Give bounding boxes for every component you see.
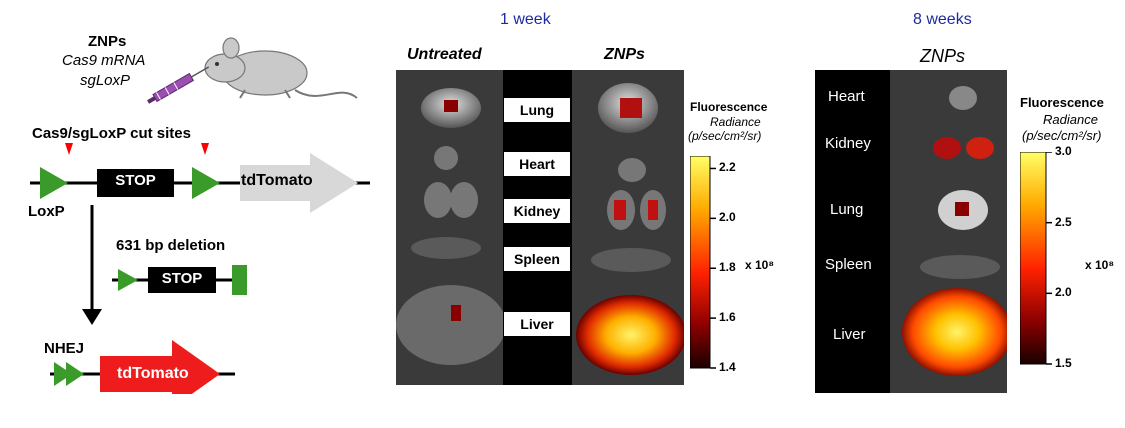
organ-label-kidney: Kidney (503, 198, 571, 224)
untreated-label: Untreated (407, 46, 482, 63)
cbar2-exponent: x 10⁸ (1085, 258, 1115, 272)
stop-label-2: STOP (161, 270, 203, 287)
cbar2-tick-label-3: 1.5 (1055, 356, 1072, 370)
cbar1-tick-label-4: 1.4 (719, 360, 736, 374)
stop-label-1: STOP (115, 172, 156, 189)
znps-label-week8: ZNPs (920, 46, 965, 66)
cbar2-svg (1020, 152, 1052, 365)
cut-site-arrow-2 (201, 143, 209, 155)
deletion-label: 631 bp deletion (116, 237, 226, 254)
cbar1-tick-label-2: 1.8 (719, 260, 736, 275)
tdtomato-red-arrow (100, 340, 220, 394)
w8-organ-spleen: Spleen (825, 256, 872, 273)
cut-sites-label: Cas9/sgLoxP cut sites (32, 125, 191, 142)
organ-label-lung: Lung (503, 97, 571, 123)
cbar1-exponent: x 10⁸ (745, 258, 775, 272)
week8-image-panel (815, 70, 1007, 393)
w8-organ-lung: Lung (830, 201, 864, 218)
tdtomato-red-label: tdTomato (117, 365, 189, 382)
cbar2-tick-label-0: 3.0 (1055, 144, 1072, 158)
nhej-construct (50, 340, 235, 394)
stop-box-1 (97, 169, 174, 197)
cbar2-tick-label-2: 2.0 (1055, 285, 1072, 300)
organ-label-heart: Heart (503, 151, 571, 177)
nhej-label: NHEJ (44, 340, 85, 357)
tdtomato-gray-label: tdTomato (241, 172, 313, 189)
loxp-triangle-2 (192, 167, 220, 199)
znps-label-week1: ZNPs (604, 46, 645, 63)
cbar2-tick-label-1: 2.5 (1055, 214, 1072, 229)
mouse-syringe-illustration (147, 37, 358, 104)
cbar2-title: Fluorescence (1020, 95, 1104, 110)
w8-organ-kidney: Kidney (825, 135, 871, 152)
znps-title: ZNPs (88, 33, 127, 50)
cbar1-unit1: Radiance (710, 115, 761, 129)
tdtomato-gray-arrow (240, 153, 358, 213)
cbar1-tick-label-1: 2.0 (719, 210, 736, 225)
deletion-branch (82, 205, 247, 325)
cbar2-unit2: (p/sec/cm²/sr) (1022, 128, 1102, 143)
cbar2-unit1: Radiance (1043, 112, 1098, 127)
w8-organ-liver: Liver (833, 326, 866, 343)
organ-label-liver: Liver (503, 311, 571, 337)
cbar1-unit2: (p/sec/cm²/sr) (688, 129, 762, 143)
week8-heading: 8 weeks (913, 11, 972, 28)
cut-site-arrow-1 (65, 143, 73, 155)
cbar1-tick-label-3: 1.6 (719, 310, 736, 325)
construct-diagram (30, 143, 370, 213)
cbar1-svg (690, 156, 716, 369)
week1-heading: 1 week (500, 11, 551, 28)
sgloxp-label: sgLoxP (80, 72, 131, 89)
cbar1-tick-label-0: 2.2 (719, 160, 736, 175)
cas9-mrna-label: Cas9 mRNA (62, 52, 146, 69)
w8-organ-heart: Heart (828, 88, 865, 105)
loxp-label: LoxP (28, 203, 65, 220)
cbar1-title: Fluorescence (690, 100, 768, 114)
down-arrow (82, 309, 102, 325)
organ-label-spleen: Spleen (503, 246, 571, 272)
loxp-triangle-1 (40, 167, 68, 199)
